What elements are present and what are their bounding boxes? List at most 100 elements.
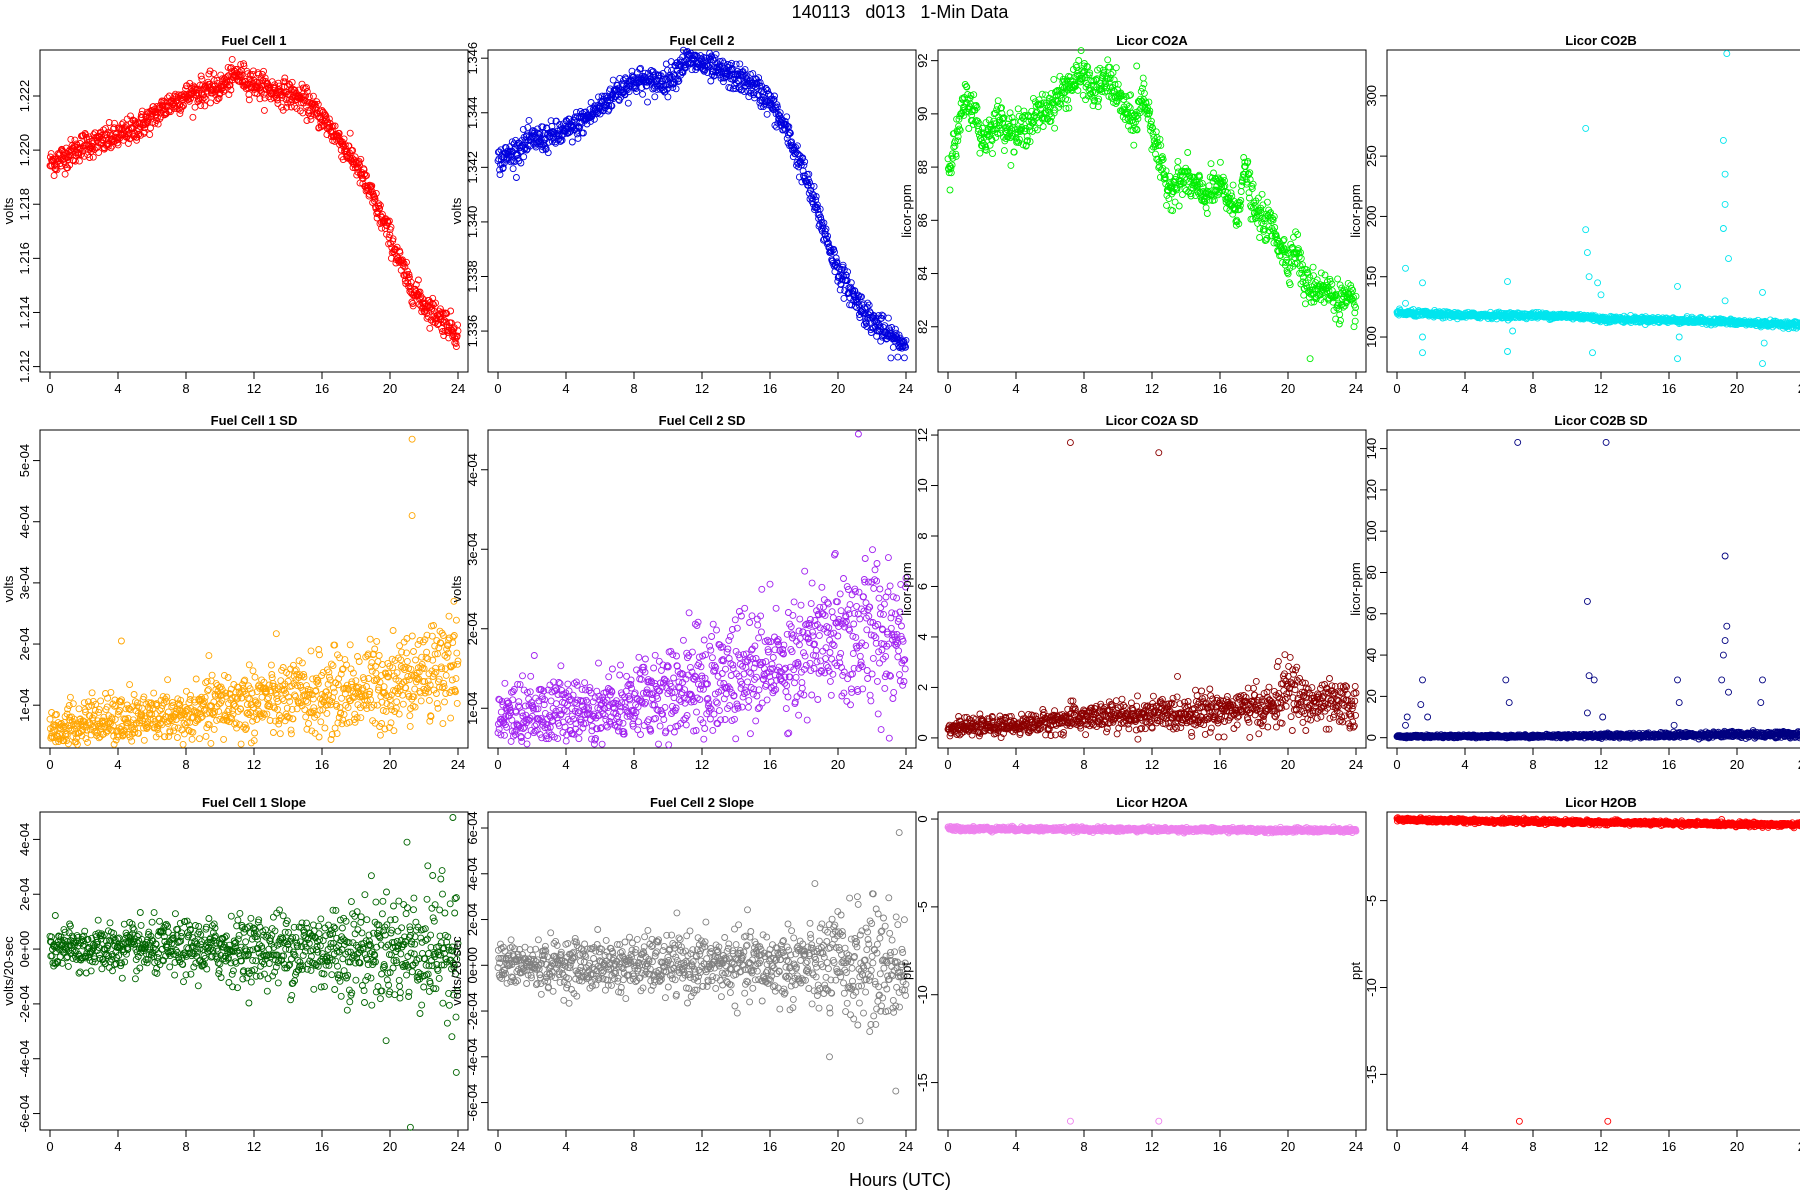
- data-point: [210, 70, 218, 78]
- data-point: [408, 298, 416, 306]
- data-point: [517, 159, 525, 167]
- data-point: [307, 112, 315, 120]
- data-point: [210, 725, 218, 733]
- x-tick-label: 0: [944, 381, 951, 396]
- data-points: [46, 55, 462, 351]
- x-tick-label: 4: [1461, 381, 1468, 396]
- data-point: [1301, 300, 1309, 308]
- data-point: [132, 121, 140, 128]
- data-point: [954, 133, 962, 141]
- data-point: [107, 688, 115, 696]
- x-tick-label: 20: [383, 757, 397, 772]
- data-point: [1249, 180, 1257, 188]
- y-tick-label: 1e-04: [17, 689, 32, 722]
- data-point: [302, 92, 310, 100]
- data-point: [375, 200, 383, 208]
- chart-title: Licor CO2B: [1565, 33, 1637, 48]
- data-point: [93, 143, 101, 151]
- data-point: [305, 720, 312, 727]
- data-point: [389, 235, 397, 243]
- data-points: [1393, 50, 1800, 368]
- data-point: [219, 84, 227, 92]
- y-axis-label: volts: [1, 575, 16, 602]
- data-point: [540, 139, 548, 147]
- data-point: [1075, 57, 1083, 64]
- y-tick-label: 5e-04: [17, 444, 32, 477]
- data-point: [215, 94, 223, 102]
- y-tick-label: 300: [1364, 85, 1379, 107]
- data-point: [198, 95, 206, 103]
- data-point: [574, 134, 582, 142]
- data-point: [1064, 96, 1072, 104]
- y-tick-label: 1.220: [17, 134, 32, 167]
- data-point: [269, 89, 277, 97]
- data-point-outlier: [1402, 264, 1409, 272]
- data-point: [325, 115, 333, 123]
- data-point: [736, 60, 744, 68]
- data-point: [61, 170, 69, 178]
- data-point-outlier: [1719, 225, 1727, 232]
- data-point: [369, 717, 377, 725]
- data-point: [303, 117, 311, 124]
- data-point: [587, 99, 595, 106]
- data-point: [1246, 169, 1254, 177]
- data-point: [321, 724, 329, 732]
- y-tick-label: 3e-04: [17, 566, 32, 599]
- data-point: [197, 102, 205, 110]
- data-point-outlier: [1419, 349, 1426, 357]
- data-point: [552, 139, 560, 147]
- data-point: [1077, 47, 1085, 55]
- data-point: [124, 139, 132, 147]
- data-point: [574, 113, 582, 121]
- data-point: [374, 658, 382, 666]
- data-point: [67, 148, 75, 156]
- y-tick-label: 86: [915, 213, 930, 227]
- data-point: [245, 661, 253, 669]
- data-point: [301, 93, 309, 101]
- data-point: [452, 339, 460, 347]
- data-point: [196, 86, 203, 94]
- data-point: [891, 325, 899, 333]
- y-axis-label: licor-ppm: [1348, 184, 1363, 237]
- data-point: [269, 729, 277, 736]
- data-point-outlier: [1133, 62, 1141, 70]
- data-point: [515, 157, 523, 165]
- data-point: [406, 282, 414, 290]
- data-point: [434, 321, 442, 328]
- x-tick-label: 16: [763, 381, 777, 396]
- data-point-outlier: [1306, 355, 1314, 363]
- page-title: 140113 d013 1-Min Data: [791, 2, 1009, 22]
- data-point: [1216, 158, 1224, 166]
- data-point: [329, 122, 337, 130]
- data-point: [209, 81, 217, 89]
- data-point: [1051, 124, 1059, 132]
- data-point: [417, 293, 425, 301]
- data-point: [1014, 105, 1022, 113]
- data-point: [173, 734, 181, 741]
- y-tick-label: 82: [915, 320, 930, 334]
- data-point: [1207, 160, 1215, 168]
- data-point: [296, 107, 304, 115]
- data-point: [205, 652, 213, 660]
- data-point: [539, 146, 546, 154]
- data-point: [894, 353, 902, 361]
- data-point: [281, 74, 289, 82]
- data-point: [377, 212, 385, 220]
- data-point: [245, 96, 253, 104]
- data-point: [1000, 147, 1008, 155]
- data-point: [590, 115, 598, 123]
- data-point: [372, 662, 379, 670]
- data-point: [202, 732, 210, 740]
- data-point: [105, 119, 113, 126]
- data-point: [396, 249, 404, 257]
- data-point: [994, 97, 1002, 105]
- data-points: [494, 46, 910, 362]
- data-point: [887, 354, 895, 362]
- plot-frame: [39, 49, 469, 373]
- data-point: [519, 125, 527, 133]
- data-point-outlier: [1504, 348, 1511, 355]
- data-point: [1104, 56, 1112, 64]
- data-point: [255, 70, 263, 78]
- data-point: [164, 676, 172, 684]
